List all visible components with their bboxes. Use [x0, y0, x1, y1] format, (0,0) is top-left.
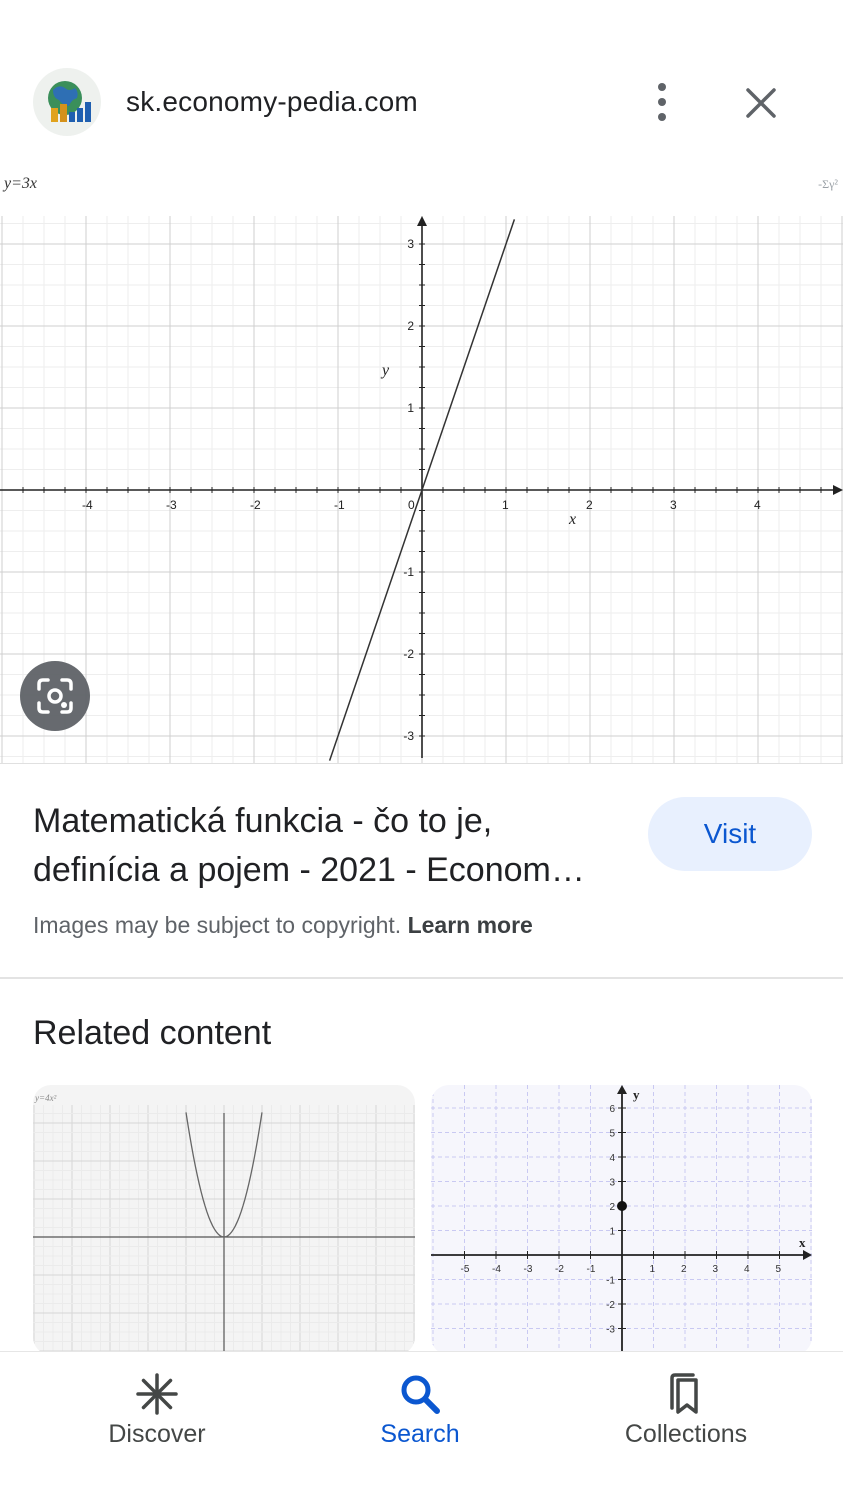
- y-axis-arrow: [417, 216, 427, 226]
- lens-icon[interactable]: [20, 661, 90, 731]
- function-graph: y=3x -Σγ² -4 -3 -2 -1 0 1 2 3 4 3 2 1 -1 -2 -3 x y: [0, 175, 843, 763]
- copyright-text: Images may be subject to copyright.: [33, 912, 402, 938]
- thumb-x-tick-label: 4: [744, 1264, 750, 1275]
- y-tick-label: 3: [407, 237, 414, 251]
- bottom-navigation: Discover Search Collections: [0, 1351, 843, 1499]
- y-tick-label: -2: [403, 647, 414, 661]
- y-tick-label: 2: [407, 319, 414, 333]
- result-title-line-2: definícia a pojem - 2021 - Econom…: [33, 851, 585, 889]
- result-title-line-1: Matematická funkcia - čo to je,: [33, 802, 493, 840]
- nav-discover-label: Discover: [108, 1420, 206, 1448]
- asterisk-icon: [136, 1373, 178, 1415]
- function-line: [328, 219, 516, 761]
- x-tick-label: -2: [250, 498, 261, 512]
- point-graph: y x -5 -4 -3 -2 -1 1 2 3 4 5 -3 -2 -1 1 2 3 4 5 6: [431, 1085, 812, 1355]
- chart-corner-mark: -Σγ²: [818, 177, 838, 191]
- x-tick-label: 4: [754, 498, 761, 512]
- thumb-x-tick-label: -2: [555, 1264, 564, 1275]
- thumb-x-tick-label: -1: [587, 1264, 596, 1275]
- thumb-y-tick-label: -1: [606, 1276, 615, 1287]
- thumb-x-tick-label: 2: [681, 1264, 687, 1275]
- thumb-corner-label: y=4x²: [34, 1093, 57, 1103]
- thumb-y-tick-label: 5: [609, 1129, 615, 1140]
- thumb-y-tick-label: -2: [606, 1300, 615, 1311]
- close-icon[interactable]: [740, 82, 782, 124]
- parabola-graph: y=4x²: [33, 1093, 415, 1355]
- thumb-y-tick-label: -3: [606, 1325, 615, 1336]
- x-tick-label: 2: [586, 498, 593, 512]
- thumb-parabola: [185, 1112, 263, 1238]
- thumb-x-tick-label: -3: [524, 1264, 533, 1275]
- copyright-notice: Images may be subject to copyright. Lear…: [33, 912, 533, 939]
- learn-more-link[interactable]: Learn more: [407, 912, 533, 938]
- related-content-heading: Related content: [33, 1014, 272, 1052]
- thumb-x-axis-label: x: [799, 1235, 806, 1250]
- thumb-point: [617, 1201, 627, 1211]
- nav-search-label: Search: [380, 1420, 460, 1448]
- site-domain[interactable]: sk.economy-pedia.com: [126, 86, 418, 117]
- y-tick-label: -1: [403, 565, 414, 579]
- nav-collections-label: Collections: [624, 1420, 748, 1448]
- result-title[interactable]: Matematická funkcia - čo to je, definíci…: [33, 797, 633, 895]
- thumb-y-tick-label: 2: [609, 1202, 615, 1213]
- x-axis-label: x: [568, 511, 576, 528]
- x-tick-label: 3: [670, 498, 677, 512]
- thumb-y-tick-label: 1: [609, 1227, 615, 1238]
- thumb-x-arrow: [803, 1250, 812, 1260]
- x-tick-label: -1: [334, 498, 345, 512]
- chart-corner-label: y=3x: [2, 175, 37, 192]
- thumb-x-tick-label: 5: [776, 1264, 782, 1275]
- visit-button[interactable]: Visit: [648, 797, 812, 871]
- nav-collections[interactable]: Collections: [586, 1352, 786, 1499]
- bookmarks-icon: [670, 1373, 698, 1414]
- y-axis-label: y: [380, 362, 390, 379]
- x-tick-label: -4: [82, 498, 93, 512]
- y-tick-label: -3: [403, 729, 414, 743]
- x-tick-label: 1: [502, 498, 509, 512]
- x-tick-label: 0: [408, 498, 415, 512]
- thumb-x-tick-label: 1: [650, 1264, 656, 1275]
- thumb-x-tick-label: -4: [492, 1264, 501, 1275]
- thumb-y-tick-label: 6: [609, 1104, 615, 1115]
- thumb-y-tick-label: 4: [609, 1153, 615, 1164]
- related-thumbnail-point[interactable]: y x -5 -4 -3 -2 -1 1 2 3 4 5 -3 -2 -1 1 2 3 4 5 6: [431, 1085, 812, 1355]
- related-thumbnail-parabola[interactable]: y=4x²: [33, 1085, 415, 1355]
- thumb-y-tick-label: 3: [609, 1178, 615, 1189]
- x-axis-arrow: [833, 485, 843, 495]
- more-vert-icon[interactable]: [642, 80, 682, 124]
- nav-discover[interactable]: Discover: [57, 1352, 257, 1499]
- image-preview[interactable]: y=3x -Σγ² -4 -3 -2 -1 0 1 2 3 4 3 2 1 -1 -2 -3 x y: [0, 156, 843, 764]
- thumb-x-tick-label: 3: [713, 1264, 719, 1275]
- thumb-y-axis-label: y: [633, 1087, 640, 1102]
- thumb-x-tick-label: -5: [461, 1264, 470, 1275]
- search-icon: [401, 1375, 440, 1414]
- y-tick-label: 1: [407, 401, 414, 415]
- x-tick-label: -3: [166, 498, 177, 512]
- section-divider: [0, 977, 843, 979]
- globe-chart-icon: [33, 68, 101, 136]
- result-header: sk.economy-pedia.com: [0, 68, 843, 138]
- thumb-y-arrow: [617, 1085, 627, 1094]
- nav-search[interactable]: Search: [320, 1352, 520, 1499]
